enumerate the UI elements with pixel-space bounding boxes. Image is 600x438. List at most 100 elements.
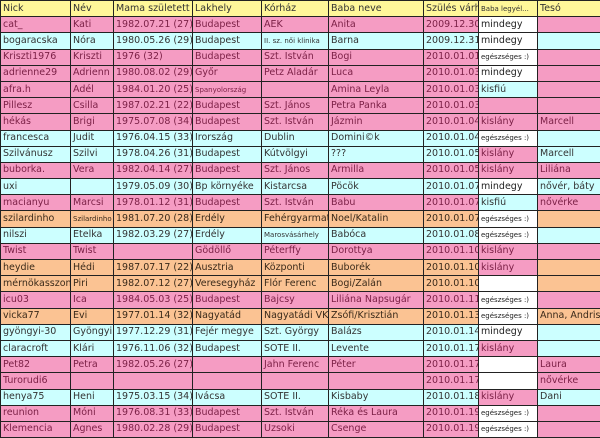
cell-baba-legyel[interactable]: mindegy [478,16,538,34]
cell-baba-legyel[interactable]: kislány [478,145,538,163]
cell-nev[interactable]: Gyöngyi [70,323,114,341]
cell-lakhely[interactable]: Nagyatád [192,307,262,325]
cell-korhaz[interactable]: Szt. György [261,323,329,341]
cell-baba-legyel[interactable]: egészséges :) [478,129,538,147]
cell-lakhely[interactable]: Győr [192,64,262,82]
cell-korhaz[interactable]: Bajcsy [261,291,329,309]
cell-nick[interactable]: szilardinho [0,210,71,228]
cell-lakhely[interactable]: Budapest [192,16,262,34]
cell-korhaz[interactable]: Szt. István [261,404,329,422]
cell-nick[interactable]: Szilvánusz [0,145,71,163]
cell-szules-varhato[interactable]: 2010.01.11 [423,291,479,309]
cell-korhaz[interactable]: Kistarcsa [261,178,329,196]
cell-lakhely[interactable]: Ivácsa [192,388,262,406]
cell-mama-szuletett[interactable] [113,372,193,390]
cell-korhaz[interactable]: Szt. János [261,161,329,180]
cell-mama-szuletett[interactable]: 1980.02.28 (29) [113,420,193,438]
cell-korhaz[interactable]: Központi [261,258,329,277]
cell-szules-varhato[interactable]: 2010.01.03 [423,80,479,99]
cell-lakhely[interactable]: Veresegyház [192,275,262,293]
cell-korhaz[interactable]: Szt. István [261,194,329,212]
cell-lakhely[interactable]: Erdély [192,226,262,244]
cell-mama-szuletett[interactable]: 1976 (32) [113,48,193,66]
column-header-korhaz[interactable]: Kórház [261,0,329,18]
cell-szules-varhato[interactable]: 2010.01.04 [423,129,479,147]
column-header-teso[interactable]: Tesó [537,0,600,18]
cell-mama-szuletett[interactable]: 1982.07.12 (27) [113,275,193,293]
cell-mama-szuletett[interactable]: 1981.07.20 (28) [113,210,193,228]
cell-nev[interactable]: Csilla [70,97,114,115]
cell-teso[interactable] [537,242,600,261]
cell-nick[interactable]: claracroft [0,339,71,358]
cell-korhaz[interactable]: Szt. István [261,48,329,66]
cell-mama-szuletett[interactable]: 1976.11.06 (32) [113,339,193,358]
cell-mama-szuletett[interactable]: 1982.04.14 (27) [113,161,193,180]
cell-baba-legyel[interactable]: mindegy [478,64,538,82]
cell-baba-legyel[interactable]: egészséges :) [478,48,538,66]
cell-baba-legyel[interactable]: kislány [478,388,538,406]
cell-baba-neve[interactable]: Luca [328,64,424,82]
cell-nick[interactable]: uxi [0,178,71,196]
cell-nick[interactable]: Pillesz [0,97,71,115]
cell-nev[interactable]: Etelka [70,226,114,244]
cell-mama-szuletett[interactable]: 1978.04.26 (31) [113,145,193,163]
cell-baba-neve[interactable]: Kisbaby [328,388,424,406]
cell-lakhely[interactable]: Erdély [192,210,262,228]
cell-nick[interactable]: vicka77 [0,307,71,325]
cell-lakhely[interactable]: Budapest [192,113,262,131]
cell-baba-neve[interactable]: Amina Leyla [328,80,424,99]
cell-nev[interactable]: Ica [70,291,114,309]
cell-lakhely[interactable]: Budapest [192,145,262,163]
cell-mama-szuletett[interactable]: 1977.01.14 (32) [113,307,193,325]
cell-teso[interactable] [537,64,600,82]
cell-baba-neve[interactable]: ??? [328,145,424,163]
cell-baba-legyel[interactable] [478,356,538,374]
cell-szules-varhato[interactable]: 2010.01.19 [423,420,479,438]
cell-nick[interactable]: mérnökasszony [0,275,71,293]
cell-nev[interactable]: Brigi [70,113,114,131]
cell-korhaz[interactable]: SOTE II. [261,388,329,406]
cell-szules-varhato[interactable]: 2010.01.13 [423,307,479,325]
cell-korhaz[interactable]: Nagyatádi VK [261,307,329,325]
cell-korhaz[interactable]: Kútvölgyi [261,145,329,163]
cell-mama-szuletett[interactable]: 1980.08.02 (29) [113,64,193,82]
cell-szules-varhato[interactable]: 2010.01.03 [423,97,479,115]
cell-baba-legyel[interactable]: mindegy [478,32,538,50]
cell-szules-varhato[interactable]: 2010.01.14 [423,323,479,341]
cell-lakhely[interactable]: Budapest [192,291,262,309]
cell-teso[interactable] [537,275,600,293]
cell-mama-szuletett[interactable]: 1979.05.09 (30) [113,178,193,196]
cell-lakhely[interactable] [192,372,262,390]
cell-mama-szuletett[interactable]: 1976.08.31 (33) [113,404,193,422]
cell-korhaz[interactable]: Jahn Ferenc [261,356,329,374]
cell-korhaz[interactable]: Szt. István [261,113,329,131]
cell-baba-neve[interactable]: Noel/Katalin [328,210,424,228]
cell-korhaz[interactable]: Marosvásárhely [261,226,329,244]
cell-nev[interactable] [70,178,114,196]
cell-nick[interactable]: Turorudi6 [0,372,71,390]
cell-lakhely[interactable]: Spanyolország [192,80,262,99]
column-header-baba-neve[interactable]: Baba neve [328,0,424,18]
cell-mama-szuletett[interactable]: 1982.07.21 (27) [113,16,193,34]
cell-nick[interactable]: hékás [0,113,71,131]
cell-baba-legyel[interactable]: egészséges :) [478,210,538,228]
cell-baba-legyel[interactable]: kislány [478,339,538,358]
cell-lakhely[interactable]: Ausztria [192,258,262,277]
column-header-mama-szuletett[interactable]: Mama született [113,0,193,18]
cell-korhaz[interactable]: Szt. János [261,97,329,115]
cell-lakhely[interactable]: Gödöllő [192,242,262,261]
column-header-baba-legyel[interactable]: Baba legyél... [478,0,538,18]
cell-mama-szuletett[interactable]: 1978.01.12 (31) [113,194,193,212]
cell-nev[interactable]: Kriszti [70,48,114,66]
cell-baba-legyel[interactable]: kislány [478,258,538,277]
cell-teso[interactable]: nővér, báty [537,178,600,196]
cell-nick[interactable]: adrienne29 [0,64,71,82]
cell-teso[interactable] [537,32,600,50]
cell-nick[interactable]: gyöngyi-30 [0,323,71,341]
cell-lakhely[interactable]: Budapest [192,194,262,212]
cell-korhaz[interactable]: Péterffy [261,242,329,261]
cell-szules-varhato[interactable]: 2010.01.03 [423,64,479,82]
cell-nick[interactable]: Pet82 [0,356,71,374]
cell-teso[interactable]: Marcell [537,113,600,131]
cell-szules-varhato[interactable]: 2009.12.30 [423,16,479,34]
